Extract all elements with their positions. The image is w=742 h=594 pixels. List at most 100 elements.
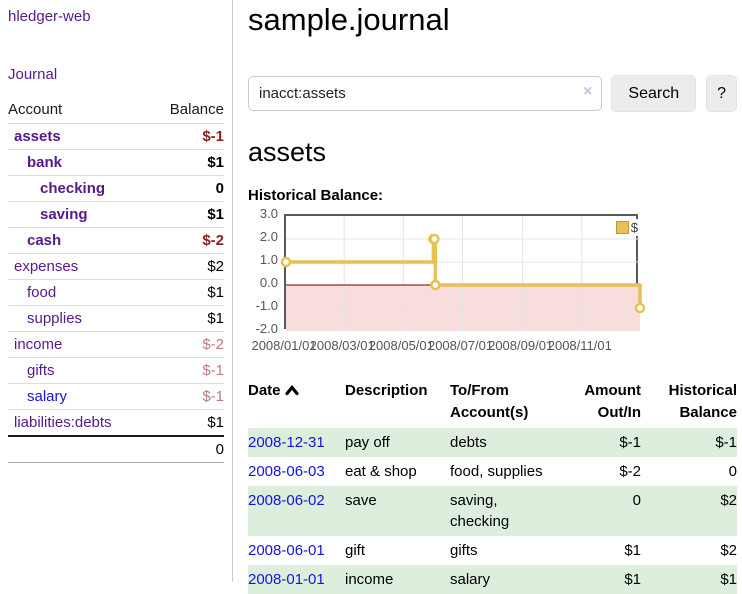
register-description-cell: save bbox=[345, 492, 377, 509]
register-row: 2008-12-31 pay off debts $-1 $-1 bbox=[248, 428, 737, 457]
register-amount-cell: $-1 bbox=[619, 434, 641, 451]
register-row: 2008-06-03 eat & shop food, supplies $-2… bbox=[248, 457, 737, 486]
register-accounts-cell: debts bbox=[450, 434, 487, 451]
account-row: expenses $2 bbox=[8, 253, 224, 280]
account-link[interactable]: food bbox=[27, 284, 57, 301]
account-cell: assets bbox=[8, 123, 150, 150]
account-link[interactable]: expenses bbox=[14, 258, 79, 275]
search-button[interactable]: Search bbox=[611, 75, 697, 112]
account-link[interactable]: checking bbox=[40, 180, 106, 197]
chart-x-tick-label: 2008/07/01 bbox=[427, 338, 494, 353]
register-table: Date Description To/From Account(s) Amou… bbox=[248, 376, 737, 594]
register-balance-cell: 0 bbox=[728, 463, 737, 480]
register-date-cell: 2008-06-02 bbox=[248, 486, 345, 536]
account-balance: $-1 bbox=[149, 383, 224, 410]
account-balance: $-1 bbox=[149, 123, 224, 150]
account-row: cash $-2 bbox=[8, 227, 224, 254]
account-link[interactable]: liabilities:debts bbox=[14, 414, 112, 431]
transaction-date-link[interactable]: 2008-06-01 bbox=[248, 542, 325, 559]
account-row: income $-2 bbox=[8, 331, 224, 358]
app-title-link[interactable]: hledger-web bbox=[8, 8, 91, 25]
clear-search-icon[interactable]: × bbox=[583, 83, 593, 100]
accounts-header-account: Account bbox=[8, 101, 63, 118]
account-link[interactable]: saving bbox=[40, 206, 88, 223]
chart-title: Historical Balance: bbox=[248, 187, 384, 204]
account-row: gifts $-1 bbox=[8, 357, 224, 384]
register-header-date-label: Date bbox=[248, 382, 281, 399]
sidebar-item-journal[interactable]: Journal bbox=[8, 66, 58, 83]
main-panel: sample.journal × Search ? assets Histori… bbox=[248, 0, 737, 594]
transaction-date-link[interactable]: 2008-06-03 bbox=[248, 463, 325, 480]
search-help-button[interactable]: ? bbox=[706, 75, 737, 112]
account-balance: $-1 bbox=[149, 357, 224, 384]
sidebar: hledger-web Journal Account Balance asse… bbox=[0, 0, 233, 582]
account-cell: gifts bbox=[8, 357, 150, 384]
chart-y-tick-label: -1.0 bbox=[255, 298, 278, 313]
account-cell: salary bbox=[8, 383, 150, 410]
account-balance: $2 bbox=[149, 253, 224, 280]
account-row: food $1 bbox=[8, 279, 224, 306]
register-row: 2008-06-02 save saving, checking 0 $2 bbox=[248, 486, 737, 536]
page-title: sample.journal bbox=[248, 2, 450, 37]
transaction-date-link[interactable]: 2008-06-02 bbox=[248, 492, 325, 509]
register-accounts-cell: saving, checking bbox=[450, 492, 510, 530]
register-description-cell: gift bbox=[345, 542, 366, 559]
search-input[interactable] bbox=[248, 76, 603, 111]
account-balance: $1 bbox=[149, 201, 224, 228]
chart-x-tick-label: 2008/05/01 bbox=[368, 338, 434, 353]
account-balance: $1 bbox=[149, 279, 224, 306]
register-balance-cell: $1 bbox=[720, 571, 737, 588]
register-date-cell: 2008-01-01 bbox=[248, 565, 345, 594]
register-description-cell: income bbox=[345, 571, 394, 588]
accounts-header-row: Account Balance bbox=[8, 98, 224, 124]
transaction-date-link[interactable]: 2008-01-01 bbox=[248, 571, 325, 588]
register-row: 2008-06-01 gift gifts $1 $2 bbox=[248, 536, 737, 565]
chart-x-tick-label: 2008/11/01 bbox=[547, 338, 612, 353]
account-link[interactable]: bank bbox=[27, 154, 63, 171]
account-cell: checking bbox=[8, 175, 150, 202]
accounts-total-value: 0 bbox=[149, 435, 224, 463]
account-row: assets $-1 bbox=[8, 123, 224, 150]
register-header-amount: Amount Out/In bbox=[584, 382, 641, 421]
account-cell: liabilities:debts bbox=[8, 409, 150, 436]
account-cell: food bbox=[8, 279, 150, 306]
account-link[interactable]: assets bbox=[14, 128, 61, 145]
account-balance: $1 bbox=[149, 305, 224, 332]
legend-swatch-icon bbox=[615, 221, 629, 234]
account-cell: supplies bbox=[8, 305, 150, 332]
account-row: saving $1 bbox=[8, 201, 224, 228]
account-link[interactable]: gifts bbox=[27, 362, 55, 379]
register-amount-cell: $1 bbox=[624, 571, 641, 588]
register-row: 2008-01-01 income salary $1 $1 bbox=[248, 565, 737, 594]
register-accounts-cell: gifts bbox=[450, 542, 478, 559]
register-header-date[interactable]: Date bbox=[248, 376, 345, 428]
accounts-header-balance: Balance bbox=[169, 101, 224, 118]
register-header-balance: Historical Balance bbox=[668, 382, 737, 421]
chart-y-tick-label: 2.0 bbox=[259, 229, 278, 244]
transaction-date-link[interactable]: 2008-12-31 bbox=[248, 434, 325, 451]
account-link[interactable]: supplies bbox=[27, 310, 83, 327]
register-header-accounts: To/From Account(s) bbox=[450, 382, 529, 421]
chart-y-tick-label: -2.0 bbox=[255, 321, 278, 336]
account-heading: assets bbox=[248, 137, 327, 167]
account-row: checking 0 bbox=[8, 175, 224, 202]
account-link[interactable]: cash bbox=[27, 232, 62, 249]
register-balance-cell: $-1 bbox=[715, 434, 737, 451]
account-balance: $1 bbox=[149, 409, 224, 436]
account-balance: 0 bbox=[149, 175, 224, 202]
search-form: × Search ? bbox=[248, 75, 737, 112]
account-cell: expenses bbox=[8, 253, 150, 280]
register-amount-cell: $1 bbox=[624, 542, 641, 559]
account-balance: $-2 bbox=[149, 331, 224, 358]
accounts-total-row: 0 bbox=[8, 435, 224, 463]
account-balance: $-2 bbox=[149, 227, 224, 254]
chart-x-tick-label: 2008/09/01 bbox=[488, 338, 554, 353]
account-row: liabilities:debts $1 bbox=[8, 409, 224, 436]
chart-x-tick-label: 2008/03/01 bbox=[309, 338, 375, 353]
account-link[interactable]: income bbox=[14, 336, 63, 353]
register-accounts-cell: salary bbox=[450, 571, 491, 588]
account-row: bank $1 bbox=[8, 149, 224, 176]
chart-y-tick-label: 1.0 bbox=[259, 252, 278, 267]
account-link[interactable]: salary bbox=[27, 388, 68, 405]
legend-label: $ bbox=[630, 220, 638, 235]
